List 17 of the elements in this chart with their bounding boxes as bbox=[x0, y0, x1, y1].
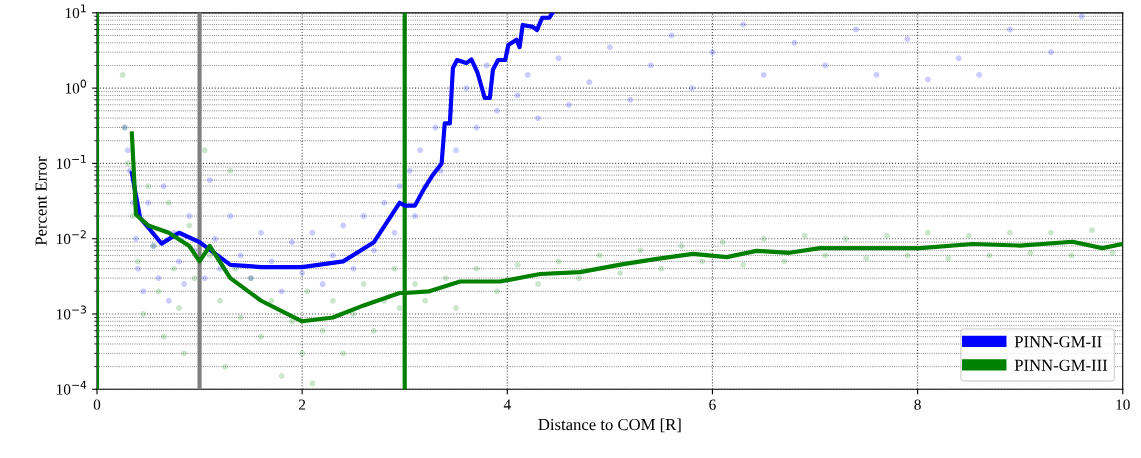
legend-label: PINN-GM-II bbox=[1014, 336, 1102, 348]
y-tick-label: 10$^{−1}$ bbox=[56, 154, 86, 169]
x-axis-title: Distance to COM [R] bbox=[538, 418, 681, 433]
x-tick-label: 6 bbox=[709, 399, 716, 410]
x-tick-label: 0 bbox=[93, 399, 101, 410]
y-tick-label: 10$^{−4}$ bbox=[56, 380, 87, 395]
legend-label: PINN-GM-III bbox=[1014, 359, 1108, 371]
y-tick-label: 10$^{−3}$ bbox=[56, 305, 86, 320]
y-tick-label: 10$^{0}$ bbox=[65, 79, 87, 94]
x-tick-label: 10 bbox=[1116, 399, 1130, 410]
line-series bbox=[129, 12, 555, 270]
y-tick-label: 10$^{−2}$ bbox=[56, 230, 86, 245]
x-tick-label: 8 bbox=[914, 399, 921, 410]
x-tick-label: 2 bbox=[298, 399, 306, 410]
x-tick-label: 4 bbox=[503, 399, 511, 410]
y-axis-title: Percent Error bbox=[35, 156, 47, 246]
y-tick-label: 10$^{1}$ bbox=[65, 4, 86, 19]
